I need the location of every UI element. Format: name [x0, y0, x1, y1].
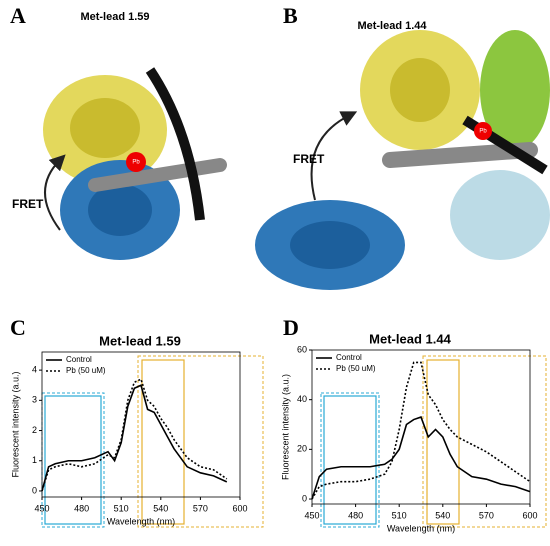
structure-b [255, 30, 550, 290]
series-line [41, 384, 228, 492]
series-line [311, 361, 531, 500]
x-tick-label: 540 [435, 510, 450, 520]
fret-label: FRET [293, 152, 325, 166]
chart-title: Met-lead 1.59 [99, 333, 181, 348]
x-tick-label: 570 [193, 503, 208, 513]
y-tick-label: 1 [32, 455, 37, 465]
x-tick-label: 600 [232, 503, 247, 513]
legend-label: Control [66, 355, 92, 364]
x-tick-label: 600 [522, 510, 537, 520]
chart-title: Met-lead 1.44 [369, 331, 451, 346]
pb-label: Pb [132, 160, 140, 166]
structure-title: Met-lead 1.44 [357, 20, 427, 32]
legend-label: Pb (50 uM) [336, 364, 376, 373]
panel-label: D [283, 315, 299, 340]
x-tick-label: 540 [153, 503, 168, 513]
x-tick-label: 480 [74, 503, 89, 513]
highlight-boxes [41, 355, 547, 528]
panel-label: A [10, 3, 26, 28]
plot-frame [311, 349, 531, 505]
x-axis-label: Wavelength (nm) [387, 523, 455, 533]
plot-frame [41, 351, 241, 498]
y-tick-label: 20 [297, 444, 307, 454]
fret-label: FRET [12, 197, 44, 211]
pb-label: Pb [479, 129, 487, 135]
x-tick-label: 480 [348, 510, 363, 520]
x-tick-label: 510 [392, 510, 407, 520]
x-axis-label: Wavelength (nm) [107, 516, 175, 526]
y-tick-label: 0 [32, 485, 37, 495]
legend-label: Control [336, 353, 362, 362]
legend-label: Pb (50 uM) [66, 366, 106, 375]
y-axis-label: Fluorescent intensity (a.u.) [10, 371, 20, 477]
y-tick-label: 3 [32, 395, 37, 405]
x-tick-label: 450 [34, 503, 49, 513]
structure-a [43, 67, 227, 260]
y-tick-label: 2 [32, 425, 37, 435]
structure-title: Met-lead 1.59 [80, 11, 149, 23]
y-tick-label: 40 [297, 394, 307, 404]
x-tick-label: 570 [479, 510, 494, 520]
panel-label: B [283, 3, 298, 28]
series-line [311, 416, 531, 500]
x-tick-label: 450 [304, 510, 319, 520]
x-tick-label: 510 [114, 503, 129, 513]
panel-label: C [10, 315, 26, 340]
y-tick-label: 4 [32, 365, 37, 375]
y-axis-label: Fluorescent intensity (a.u.) [280, 374, 290, 480]
y-tick-label: 0 [302, 493, 307, 503]
y-tick-label: 60 [297, 344, 307, 354]
